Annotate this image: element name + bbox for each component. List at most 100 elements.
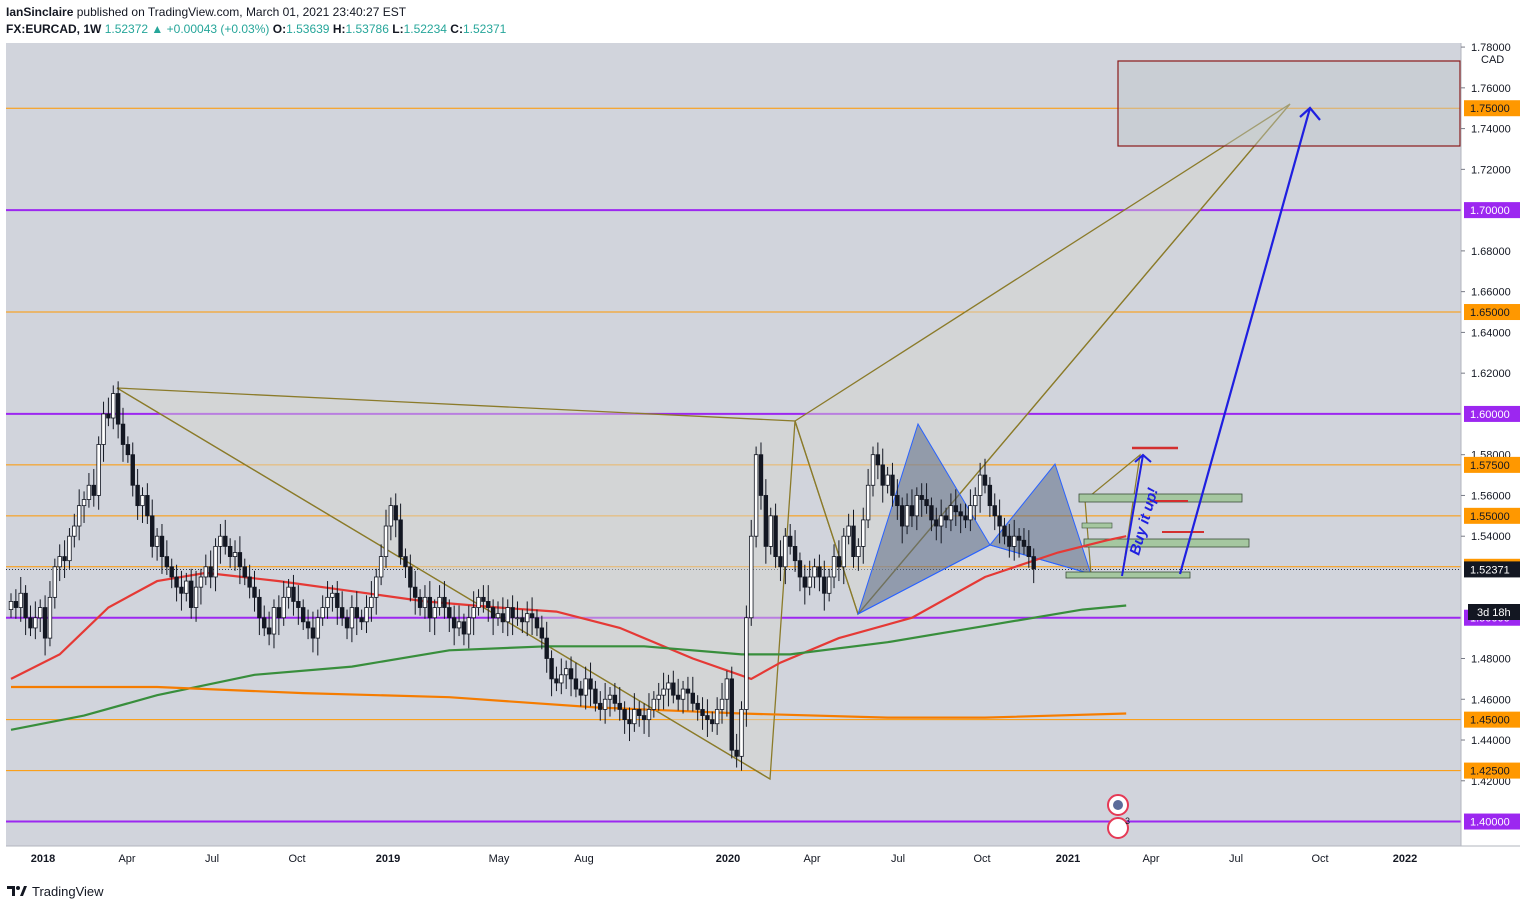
- candle-body-181: [890, 474, 895, 496]
- candle-body-208: [1021, 539, 1027, 547]
- candle-body-124: [612, 694, 618, 704]
- candle-body-113: [559, 674, 564, 684]
- candle-body-84: [417, 596, 423, 608]
- candle-body-101: [500, 613, 506, 623]
- candle-body-79: [393, 505, 398, 521]
- candle-body-65: [325, 596, 330, 608]
- candle-body-127: [627, 719, 632, 725]
- candle-body-32: [164, 556, 170, 568]
- price-label-0: 1.75000: [1470, 103, 1510, 115]
- candle-body-167: [822, 576, 827, 594]
- candle-body-195: [958, 511, 963, 517]
- short-arrow-head-icon: [1134, 453, 1152, 463]
- event-badge-count: 3: [1125, 816, 1130, 826]
- event-badge-globe-inner: [1113, 800, 1123, 810]
- candle-body-41: [208, 566, 213, 578]
- candle-body-78: [388, 505, 394, 527]
- candle-body-162: [797, 560, 803, 578]
- high-value: 1.53786: [345, 22, 389, 36]
- candle-body-146: [719, 698, 725, 710]
- candle-body-82: [408, 566, 413, 588]
- candle-body-135: [666, 682, 671, 690]
- target-box: [1117, 60, 1461, 147]
- y-tick-label-5: 1.66000: [1471, 287, 1511, 299]
- long-arrow-head-icon: [1299, 106, 1321, 121]
- candle-body-80: [398, 519, 403, 557]
- publish-info: IanSinclaire published on TradingView.co…: [6, 5, 406, 19]
- time-axis[interactable]: 2018 Apr Jul Oct 2019 May Aug 2020 Apr Jul Oct 2021…: [31, 853, 1417, 865]
- countdown-badge: 3d 18h: [1468, 604, 1520, 620]
- price-label-10: 1.42500: [1470, 766, 1510, 778]
- candle-body-153: [753, 454, 759, 537]
- candle-body-24: [125, 444, 131, 456]
- candle-body-115: [568, 668, 574, 680]
- candle-body-150: [739, 709, 744, 757]
- candle-body-38: [193, 586, 199, 608]
- candle-body-121: [598, 702, 603, 710]
- y-tick-label-12: 1.46000: [1471, 694, 1511, 706]
- open-value: 1.53639: [286, 22, 330, 36]
- price-label-3: 1.60000: [1470, 409, 1510, 421]
- candle-body-198: [973, 495, 978, 507]
- candle-body-74: [369, 596, 374, 608]
- candle-body-108: [534, 617, 540, 629]
- candle-body-90: [447, 607, 452, 619]
- candle-body-6: [38, 607, 43, 619]
- y-tick-label-11: 1.48000: [1471, 653, 1511, 665]
- candle-body-154: [758, 454, 764, 496]
- candle-body-58: [291, 586, 296, 602]
- candle-body-88: [437, 596, 442, 608]
- price-label-bg-1: [1464, 202, 1520, 219]
- candle-body-202: [992, 505, 997, 517]
- candle-body-191: [938, 515, 944, 527]
- candle-body-19: [101, 413, 106, 445]
- candle-body-151: [744, 617, 749, 710]
- y-tick-label-0: 1.78000: [1471, 42, 1511, 54]
- candle-body-55: [276, 607, 282, 619]
- price-axis[interactable]: 1.78000 1.76000 1.74000 1.72000 1.68000 1.660…: [1461, 42, 1520, 830]
- candle-body-129: [637, 709, 642, 716]
- candle-body-99: [490, 607, 496, 619]
- candle-body-63: [315, 617, 321, 639]
- event-badge-flag-icon[interactable]: [1107, 817, 1129, 839]
- candle-body-97: [481, 596, 486, 602]
- candle-body-47: [237, 552, 243, 568]
- candle-body-169: [831, 556, 837, 578]
- candle-body-168: [826, 576, 832, 594]
- candle-body-81: [403, 556, 408, 568]
- x-tick-label-13: Jul: [1229, 853, 1243, 865]
- candle-body-104: [515, 617, 520, 620]
- candle-body-199: [977, 474, 983, 496]
- brand-name: TradingView: [32, 883, 104, 899]
- x-tick-label-4: 2019: [376, 853, 400, 865]
- candle-body-31: [159, 535, 165, 557]
- x-tick-label-2: Jul: [205, 853, 219, 865]
- candle-body-16: [86, 484, 92, 500]
- candle-body-96: [476, 596, 481, 608]
- candle-body-15: [81, 499, 87, 507]
- candle-body-186: [914, 495, 920, 517]
- candle-body-29: [150, 515, 155, 547]
- candle-body-196: [963, 515, 968, 521]
- footer-brand[interactable]: TradingView: [6, 882, 104, 900]
- short-arrow-shaft: [1121, 454, 1144, 577]
- candle-body-173: [851, 525, 856, 557]
- candle-body-184: [904, 505, 910, 527]
- price-label-7: 1.52371: [1470, 564, 1510, 576]
- moving-average-1: [10, 604, 1127, 731]
- low-value: 1.52234: [403, 22, 447, 36]
- symbol-label[interactable]: FX:EURCAD, 1W: [6, 22, 102, 36]
- candle-body-85: [422, 596, 428, 608]
- candle-body-109: [539, 627, 545, 639]
- low-label: L:: [392, 22, 404, 36]
- x-tick-label-8: Apr: [803, 853, 820, 865]
- candle-body-67: [335, 592, 340, 608]
- candle-body-149: [734, 749, 739, 757]
- candle-body-164: [807, 576, 812, 588]
- candle-body-132: [651, 698, 657, 710]
- candle-body-43: [218, 535, 223, 547]
- tradingview-logo-icon: [7, 886, 27, 896]
- author-name[interactable]: IanSinclaire: [6, 5, 74, 19]
- candle-body-44: [223, 535, 228, 547]
